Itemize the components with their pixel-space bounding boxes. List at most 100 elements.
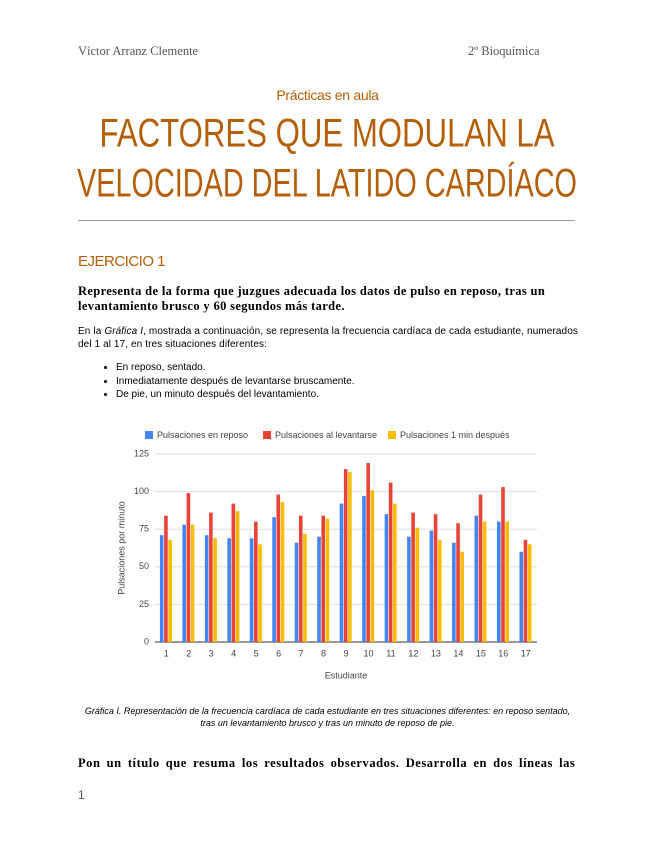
- bar: [325, 518, 330, 642]
- x-axis-label: Estudiante: [325, 670, 368, 680]
- bar: [227, 538, 231, 642]
- separator: [78, 220, 575, 221]
- bar: [433, 514, 438, 642]
- bar: [186, 493, 191, 642]
- subtitle: Prácticas en aula: [276, 87, 379, 103]
- question: Pon un título que resuma los resultados …: [78, 756, 576, 770]
- bullet: Inmediatamente después de levantarse bru…: [116, 375, 354, 389]
- bar: [519, 551, 524, 642]
- x-tick-label: 3: [209, 648, 214, 658]
- section-heading: EJERCICIO 1: [78, 253, 166, 270]
- bullet: De pie, un minuto después del levantamie…: [116, 388, 354, 402]
- bar: [294, 542, 299, 642]
- y-tick-label: 100: [134, 486, 149, 496]
- bar: [478, 494, 483, 642]
- bar: [407, 536, 411, 642]
- bar: [249, 538, 254, 642]
- legend-label: Pulsaciones al levantarse: [275, 430, 377, 440]
- bar: [204, 535, 209, 642]
- y-tick-label: 0: [144, 636, 149, 646]
- bar: [231, 503, 236, 642]
- bar: [272, 517, 276, 642]
- bar: [523, 539, 528, 642]
- y-tick-label: 25: [139, 599, 149, 609]
- bar: [303, 533, 307, 642]
- x-tick-label: 11: [386, 648, 395, 658]
- y-tick-label: 50: [139, 561, 149, 571]
- legend-label: Pulsaciones 1 min después: [400, 430, 510, 440]
- bar: [393, 503, 397, 642]
- bar: [496, 521, 501, 642]
- bar: [298, 515, 303, 642]
- x-tick-label: 7: [299, 648, 304, 658]
- text: , mostrada a continuación, se representa…: [78, 326, 578, 350]
- bar: [527, 544, 532, 642]
- x-tick-label: 5: [254, 648, 259, 658]
- figure-ref: Gráfica I: [104, 326, 144, 337]
- header-author: Víctor Arranz Clemente: [78, 44, 199, 58]
- bar: [159, 535, 164, 642]
- bar: [348, 472, 352, 642]
- bar: [411, 512, 415, 642]
- caption: Gráfica I. Representación de la frecuenc…: [84, 706, 571, 728]
- bar: [182, 524, 187, 642]
- title-line: VELOCIDAD DEL LATIDO CARDÍACO: [77, 161, 577, 206]
- bar: [276, 494, 281, 642]
- bar: [280, 502, 285, 642]
- title-block: FACTORES QUE MODULAN LA VELOCIDAD DEL LA…: [77, 112, 577, 206]
- bar: [190, 524, 195, 642]
- y-tick-label: 125: [134, 448, 149, 458]
- x-tick-label: 6: [276, 648, 281, 658]
- bar: [415, 527, 420, 642]
- x-tick-label: 9: [343, 648, 348, 658]
- legend-swatch: [388, 431, 396, 439]
- y-axis-label: Pulsaciones por minuto: [116, 501, 126, 595]
- intro-paragraph: En la Gráfica I, mostrada a continuación…: [78, 325, 578, 351]
- bar: [501, 487, 505, 642]
- text: En la: [78, 326, 105, 337]
- bar: [366, 463, 370, 642]
- bar: [168, 539, 172, 642]
- bar: [505, 521, 509, 642]
- x-tick-label: 10: [363, 648, 373, 658]
- page-number: 1: [78, 788, 85, 802]
- bar: [209, 512, 213, 642]
- bar: [321, 515, 326, 642]
- x-tick-label: 16: [498, 648, 508, 658]
- bar: [235, 511, 240, 642]
- bar: [370, 490, 375, 642]
- x-tick-label: 12: [408, 648, 418, 658]
- bar: [429, 530, 434, 642]
- bar: [437, 539, 442, 642]
- bar: [482, 521, 487, 642]
- bar: [384, 514, 389, 642]
- x-tick-label: 17: [521, 648, 531, 658]
- bar: [213, 538, 217, 642]
- bar: [362, 496, 366, 642]
- bar: [164, 515, 168, 642]
- legend-label: Pulsaciones en reposo: [157, 430, 248, 440]
- bar: [474, 515, 479, 642]
- bar: [343, 469, 348, 642]
- bullet-list: En reposo, sentado. Inmediatamente despu…: [78, 361, 354, 402]
- bar: [339, 503, 344, 642]
- y-tick-label: 75: [139, 524, 149, 534]
- bar: [460, 551, 465, 642]
- bar: [258, 544, 262, 642]
- bar: [388, 482, 393, 642]
- bar: [456, 523, 460, 642]
- bar: [254, 521, 258, 642]
- bar: [317, 536, 321, 642]
- bullet: En reposo, sentado.: [116, 361, 354, 375]
- x-tick-label: 1: [164, 648, 169, 658]
- bar: [452, 542, 456, 642]
- legend-swatch: [145, 431, 153, 439]
- question: Representa de la forma que juzgues adecu…: [78, 284, 546, 313]
- x-tick-label: 2: [186, 648, 191, 658]
- x-tick-label: 15: [476, 648, 486, 658]
- x-tick-label: 14: [453, 648, 463, 658]
- x-tick-label: 13: [431, 648, 441, 658]
